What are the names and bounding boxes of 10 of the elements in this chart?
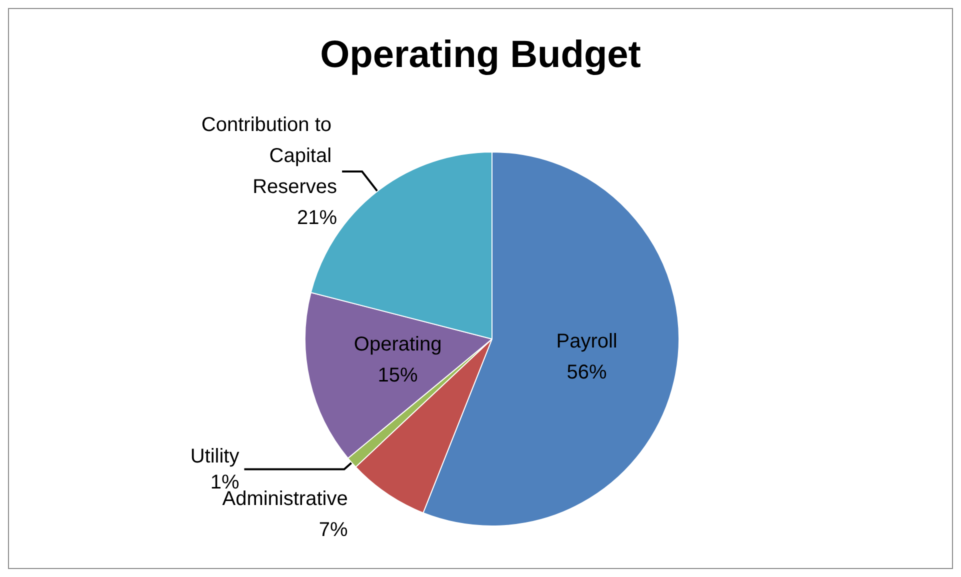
data-label: 21% <box>297 206 338 229</box>
slice-label: Contribution to Capital Reserves <box>201 114 338 198</box>
chart-title: Operating Budget <box>320 34 642 76</box>
data-label: 15% <box>378 364 418 387</box>
slice-label: Operating <box>354 334 442 356</box>
data-label: 56% <box>566 362 608 384</box>
slice-label: Administrative <box>222 488 348 510</box>
slice-label: Payroll <box>556 330 618 353</box>
data-label: 7% <box>318 518 348 541</box>
slice-label: Utility <box>190 445 240 468</box>
